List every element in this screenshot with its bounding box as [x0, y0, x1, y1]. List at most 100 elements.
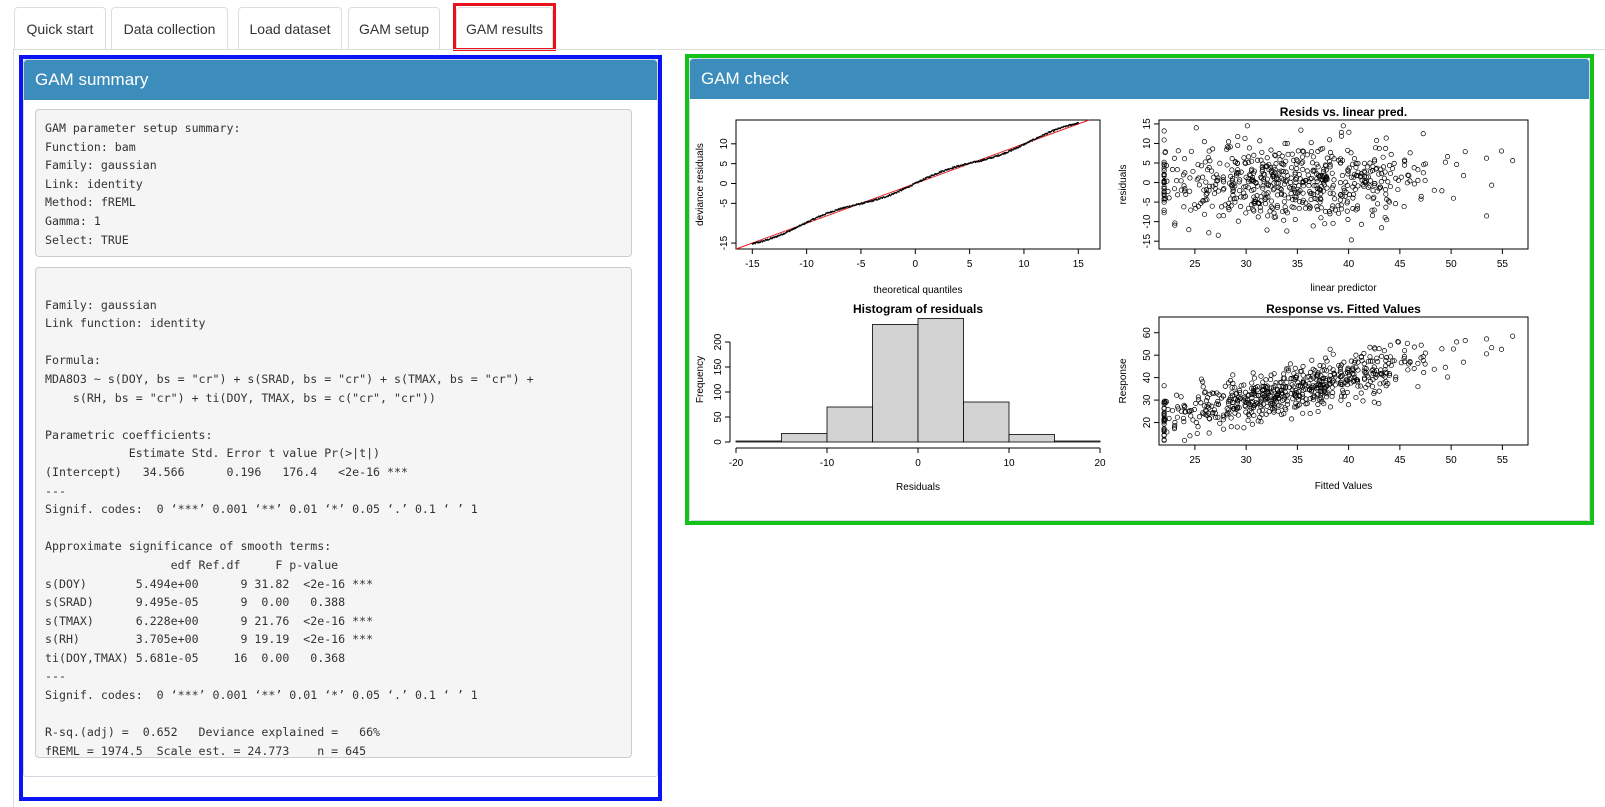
x-tick-label: -20	[729, 458, 744, 469]
qq-point	[860, 202, 863, 204]
residual-point	[1310, 223, 1316, 229]
response-point	[1270, 397, 1276, 403]
residual-point	[1317, 195, 1324, 201]
response-point	[1383, 363, 1389, 369]
qq-point	[890, 194, 892, 196]
qq-point	[1023, 144, 1026, 146]
residual-point	[1235, 133, 1241, 140]
residual-point	[1220, 213, 1226, 219]
residual-point	[1224, 162, 1230, 168]
residual-point	[1288, 191, 1294, 197]
qq-point	[1010, 150, 1013, 152]
response-point	[1233, 406, 1239, 413]
residual-point	[1365, 184, 1372, 190]
residual-point	[1198, 163, 1204, 169]
response-point	[1307, 387, 1313, 393]
response-point	[1283, 407, 1289, 413]
tab-content-frame	[13, 49, 1605, 807]
response-point	[1178, 408, 1184, 414]
response-point	[1381, 348, 1387, 354]
residual-point	[1206, 164, 1212, 170]
response-point	[1370, 370, 1376, 377]
response-point	[1380, 372, 1386, 378]
response-point	[1286, 384, 1293, 390]
qq-point	[1056, 128, 1059, 131]
residual-point	[1338, 202, 1344, 208]
response-point	[1402, 348, 1408, 354]
residual-point	[1372, 181, 1378, 187]
residual-point	[1268, 164, 1274, 170]
residual-point	[1188, 207, 1194, 213]
residual-point	[1337, 180, 1343, 186]
qq-point	[807, 221, 809, 223]
y-tick-label: 15	[1142, 118, 1153, 130]
response-point	[1259, 407, 1265, 413]
response-point	[1217, 420, 1223, 426]
tab-gam-setup[interactable]: GAM setup	[348, 7, 440, 49]
residual-point	[1306, 179, 1312, 185]
response-point	[1387, 354, 1393, 360]
response-point	[1484, 336, 1490, 342]
residual-point	[1307, 176, 1313, 182]
qq-point	[1041, 135, 1044, 137]
residual-point	[1292, 197, 1299, 203]
x-tick-label: 30	[1241, 259, 1253, 270]
residual-point	[1233, 195, 1239, 201]
response-point	[1198, 376, 1204, 382]
residual-point	[1271, 180, 1277, 186]
response-point	[1187, 433, 1193, 439]
residual-point	[1353, 173, 1359, 179]
residual-point	[1241, 184, 1247, 190]
y-tick-label: 5	[719, 160, 730, 166]
residual-point	[1183, 191, 1189, 197]
y-tick-label: 0	[1142, 179, 1153, 185]
residual-point	[1330, 220, 1336, 226]
qq-point	[789, 230, 791, 233]
response-point	[1404, 340, 1410, 346]
residual-point	[1175, 192, 1181, 198]
qq-point	[1028, 141, 1031, 143]
residual-point	[1314, 186, 1321, 192]
residual-point	[1383, 187, 1389, 193]
residual-point	[1281, 217, 1287, 223]
residual-point	[1246, 145, 1252, 151]
response-point	[1498, 346, 1505, 352]
qq-point	[1043, 134, 1046, 136]
response-point	[1401, 355, 1407, 362]
response-point	[1314, 386, 1320, 392]
residual-point	[1272, 152, 1278, 158]
residual-point	[1338, 129, 1344, 135]
response-point	[1383, 369, 1389, 375]
residual-point	[1332, 207, 1338, 213]
residual-point	[1300, 166, 1306, 173]
residual-point	[1268, 204, 1274, 210]
residual-point	[1354, 203, 1361, 209]
residual-point	[1318, 215, 1324, 221]
residual-point	[1355, 160, 1361, 166]
response-point	[1371, 399, 1377, 405]
response-point	[1322, 355, 1329, 361]
residual-point	[1207, 158, 1213, 164]
histogram-bar	[735, 440, 782, 443]
response-point	[1284, 398, 1290, 404]
residual-point	[1315, 164, 1321, 170]
x-tick-label: 50	[1446, 455, 1458, 466]
tab-quick-start[interactable]: Quick start	[14, 7, 106, 49]
response-point	[1330, 390, 1336, 396]
tab-gam-results[interactable]: GAM results	[456, 7, 553, 49]
x-tick-label: 55	[1497, 259, 1509, 270]
response-point	[1242, 403, 1249, 409]
residual-point	[1215, 177, 1221, 183]
tab-data-collection[interactable]: Data collection	[111, 7, 228, 49]
response-point	[1355, 367, 1361, 373]
residual-point	[1346, 191, 1352, 197]
residual-point	[1249, 158, 1255, 164]
residual-point	[1230, 185, 1236, 191]
response-point	[1295, 383, 1302, 389]
residual-point	[1338, 206, 1345, 212]
tab-label: Quick start	[26, 20, 94, 37]
residual-point	[1274, 204, 1280, 210]
response-point	[1220, 417, 1226, 423]
residual-point	[1244, 123, 1250, 129]
tab-load-dataset[interactable]: Load dataset	[238, 7, 342, 49]
